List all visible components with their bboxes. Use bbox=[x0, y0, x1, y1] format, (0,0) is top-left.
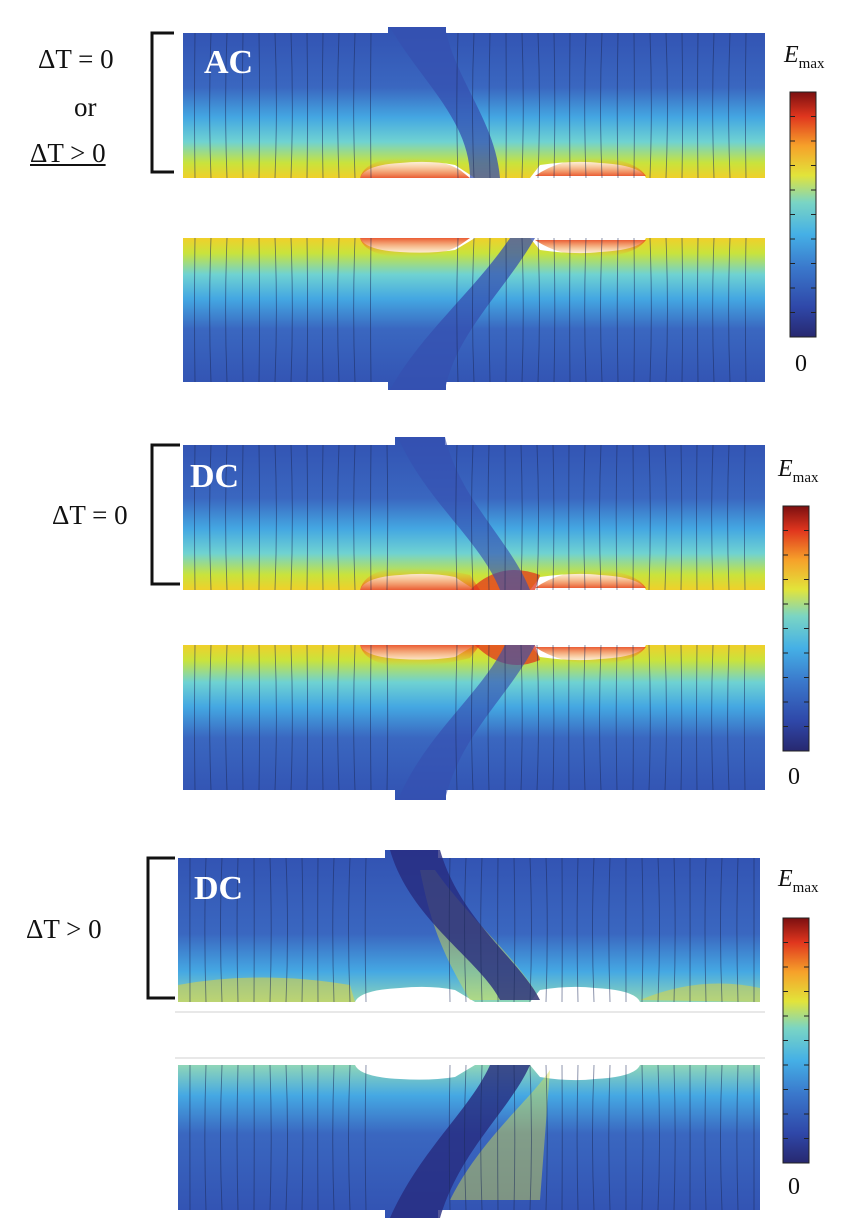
mode-label-ac: AC bbox=[204, 44, 254, 81]
colorbar-3 bbox=[782, 917, 810, 1164]
dc-zero-upper-strip bbox=[183, 437, 765, 590]
condition-line-1: ΔT = 0 bbox=[38, 44, 114, 74]
colorbar-1 bbox=[789, 91, 817, 338]
mode-label-dc-1: DC bbox=[190, 458, 240, 495]
condition-line-4: ΔT = 0 bbox=[52, 500, 128, 530]
colorbar-min-label-1: 0 bbox=[795, 351, 807, 377]
dc-positive-upper-strip bbox=[178, 850, 760, 1002]
condition-line-2: or bbox=[74, 92, 97, 122]
condition-line-5: ΔT > 0 bbox=[26, 914, 102, 944]
bracket-group-1 bbox=[150, 31, 174, 174]
colorbar-min-label-2: 0 bbox=[788, 764, 800, 790]
ac-upper-strip bbox=[183, 27, 765, 178]
colorbar-max-label-3: Emax bbox=[778, 866, 819, 896]
bracket-group-2 bbox=[150, 443, 180, 586]
condition-line-3: ΔT > 0 bbox=[30, 138, 106, 168]
colorbar-max-label-1: Emax bbox=[784, 42, 825, 72]
bracket-group-3 bbox=[146, 856, 175, 1000]
colorbar-min-label-3: 0 bbox=[788, 1174, 800, 1200]
colorbar-2 bbox=[782, 505, 810, 752]
field-lines bbox=[189, 32, 755, 1211]
dc-positive-lower-strip bbox=[178, 1065, 760, 1218]
colorbar-max-label-2: Emax bbox=[778, 456, 819, 486]
dc-positive-simulation bbox=[175, 850, 765, 1218]
mode-label-dc-2: DC bbox=[194, 870, 244, 907]
ac-simulation bbox=[183, 27, 765, 390]
dc-zero-lower-strip bbox=[183, 645, 765, 800]
ac-lower-strip bbox=[183, 238, 765, 390]
dc-zero-simulation bbox=[183, 437, 765, 800]
